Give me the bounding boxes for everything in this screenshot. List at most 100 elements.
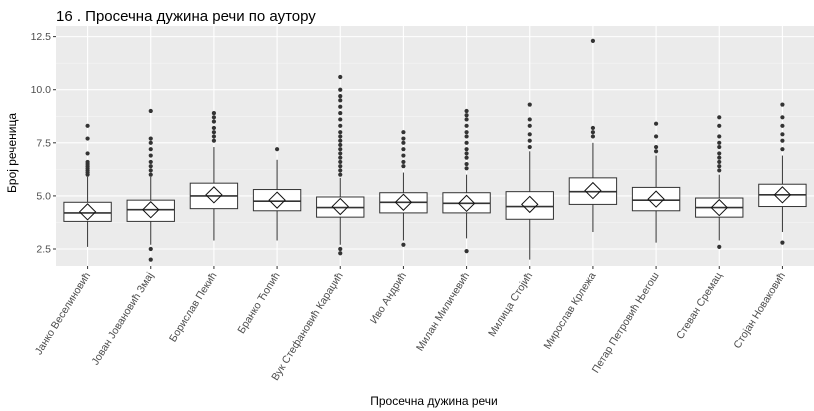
outlier-point [148, 136, 153, 141]
boxes-layer [63, 38, 807, 262]
outlier-point [338, 87, 343, 92]
outlier-point [211, 110, 217, 116]
x-tick-label: Милица Стојић [486, 270, 535, 339]
y-axis-title: Број реченица [5, 113, 19, 193]
outlier-point [717, 115, 722, 120]
x-tick-label: Јанко Веселиновић [33, 270, 94, 357]
box-8 [505, 102, 554, 260]
outlier-point [85, 159, 90, 165]
outlier-point [338, 155, 343, 160]
mean-diamond [142, 201, 160, 219]
outlier-point [464, 166, 469, 171]
outlier-point [211, 115, 217, 120]
outlier-point [148, 153, 153, 158]
mean-diamond [205, 186, 223, 204]
mean-diamond [710, 198, 728, 217]
outlier-point [717, 155, 722, 160]
outlier-point [717, 140, 722, 145]
mean-diamond [584, 181, 602, 200]
outlier-point [338, 93, 343, 99]
outlier-point [717, 244, 722, 249]
outlier-point [148, 159, 153, 165]
y-axis-ticks: 2.5 5.0 7.5 10.0 12.5 [31, 31, 56, 256]
outlier-point [780, 147, 785, 152]
outlier-point [653, 144, 659, 150]
outlier-point [148, 164, 153, 169]
box-5 [316, 74, 365, 256]
y-tick-label: 10.0 [31, 84, 52, 96]
outlier-point [653, 134, 659, 139]
outlier-point [211, 119, 217, 124]
x-tick-label: Вук Стефановић Караџић [269, 270, 346, 383]
mean-diamond [457, 194, 476, 213]
y-tick-label: 7.5 [36, 137, 51, 149]
outlier-point [211, 138, 217, 143]
outlier-point [148, 108, 153, 114]
box-12 [758, 102, 807, 245]
x-axis-title: Просечна дужина речи [370, 394, 498, 408]
outlier-point [464, 117, 469, 122]
outlier-point [464, 147, 469, 152]
panel-background [56, 26, 814, 266]
outlier-point [338, 98, 343, 103]
box-9 [568, 38, 618, 233]
outlier-point [85, 136, 90, 141]
outlier-point [274, 147, 280, 152]
outlier-point [464, 161, 469, 167]
outlier-point [464, 130, 469, 135]
outlier-point [464, 108, 469, 114]
box-2 [126, 108, 175, 262]
box-iqr [63, 201, 112, 222]
outlier-point [717, 134, 722, 139]
outlier-point [464, 140, 469, 145]
outlier-point [527, 123, 532, 128]
mean-diamond [773, 186, 792, 204]
box-iqr [631, 186, 681, 212]
outlier-point [211, 130, 217, 135]
outlier-point [338, 147, 343, 152]
outlier-point [464, 151, 469, 156]
outlier-point [401, 153, 406, 158]
outlier-point [401, 147, 406, 152]
outlier-point [464, 155, 469, 160]
x-tick-label: Иво Андрић [368, 270, 409, 326]
box-11 [695, 115, 744, 249]
outlier-point [464, 134, 469, 139]
outlier-point [338, 123, 343, 128]
outlier-point [527, 117, 532, 122]
outlier-point [780, 115, 785, 120]
outlier-point [717, 123, 722, 128]
outlier-point [338, 251, 343, 256]
outlier-point [464, 123, 469, 128]
outlier-point [338, 246, 343, 252]
outlier-point [780, 102, 785, 107]
outlier-point [85, 151, 90, 156]
outlier-point [211, 134, 217, 139]
outlier-point [338, 142, 343, 148]
outlier-point [401, 164, 406, 169]
outlier-point [717, 159, 722, 165]
outlier-point [527, 132, 532, 137]
outlier-point [780, 132, 785, 137]
x-tick-label: Јован Јовановић Змај [89, 270, 156, 367]
outlier-point [338, 151, 343, 156]
outlier-point [338, 159, 343, 165]
outlier-point [527, 102, 532, 107]
outlier-point [590, 130, 596, 135]
plot-panel [56, 26, 814, 266]
x-tick-label: Мирослав Крлежа [541, 270, 598, 351]
mean-diamond [331, 197, 349, 216]
outlier-point [717, 168, 722, 173]
outlier-point [401, 136, 406, 141]
mean-diamond [647, 190, 665, 208]
x-tick-label: Борислав Пекић [167, 270, 220, 344]
box-1 [63, 123, 112, 247]
outlier-point [148, 147, 153, 152]
mean-diamond [521, 195, 539, 214]
outlier-point [338, 74, 343, 80]
outlier-point [401, 130, 406, 135]
box-7 [442, 108, 491, 254]
outlier-point [464, 113, 469, 118]
outlier-point [401, 159, 406, 165]
